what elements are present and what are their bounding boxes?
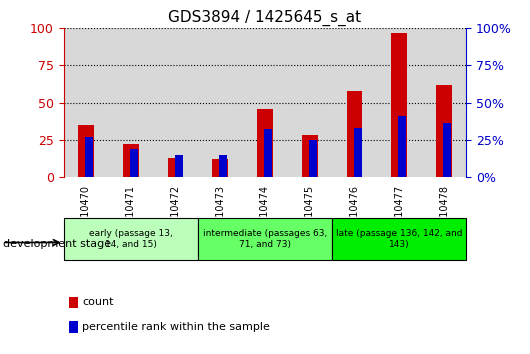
Bar	[332, 218, 466, 260]
Bar	[243, 28, 287, 177]
Bar	[377, 28, 422, 177]
Bar	[123, 144, 138, 177]
Text: development stage: development stage	[3, 239, 111, 249]
Bar	[167, 158, 183, 177]
Bar	[153, 28, 198, 177]
Bar	[443, 124, 451, 177]
Title: GDS3894 / 1425645_s_at: GDS3894 / 1425645_s_at	[169, 9, 361, 25]
Bar	[198, 218, 332, 260]
Bar	[287, 28, 332, 177]
Bar	[436, 85, 452, 177]
Bar	[64, 218, 198, 260]
Bar	[108, 28, 153, 177]
Bar	[219, 155, 227, 177]
Bar	[399, 116, 407, 177]
Bar	[257, 109, 273, 177]
Bar	[130, 149, 138, 177]
Text: late (passage 136, 142, and
143): late (passage 136, 142, and 143)	[336, 229, 463, 249]
Bar	[309, 140, 317, 177]
Text: count: count	[82, 297, 113, 307]
Bar	[64, 28, 108, 177]
Text: percentile rank within the sample: percentile rank within the sample	[82, 322, 270, 332]
Bar	[392, 33, 407, 177]
Bar	[264, 130, 272, 177]
Bar	[422, 28, 466, 177]
Bar	[354, 128, 361, 177]
Bar	[78, 125, 94, 177]
Text: intermediate (passages 63,
71, and 73): intermediate (passages 63, 71, and 73)	[203, 229, 327, 249]
Bar	[174, 155, 183, 177]
Bar	[213, 159, 228, 177]
Bar	[347, 91, 363, 177]
Bar	[302, 135, 317, 177]
Bar	[85, 137, 93, 177]
Text: early (passage 13,
14, and 15): early (passage 13, 14, and 15)	[89, 229, 173, 249]
Bar	[198, 28, 243, 177]
Bar	[332, 28, 377, 177]
